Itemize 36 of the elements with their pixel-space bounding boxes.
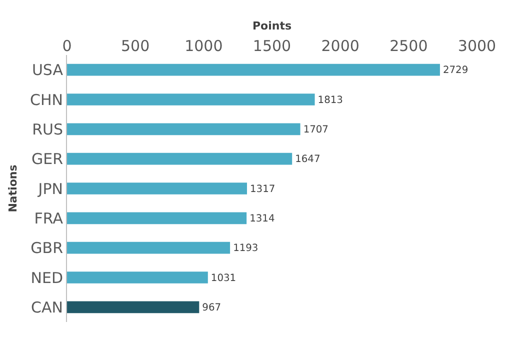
x-tick-label: 1500 — [252, 37, 292, 55]
x-tick-label: 3000 — [458, 37, 496, 55]
data-label: 1647 — [295, 154, 320, 166]
data-label: 1813 — [318, 94, 343, 106]
bar — [67, 152, 292, 165]
x-tick-label: 0 — [62, 37, 72, 55]
x-tick-label: 2500 — [390, 37, 428, 55]
y-tick-label: NED — [30, 268, 63, 287]
x-tick-label: 2000 — [321, 37, 360, 55]
data-label: 1707 — [303, 124, 328, 136]
data-label: 967 — [202, 302, 222, 314]
y-axis-title: Nations — [6, 164, 20, 212]
data-label: 1314 — [250, 213, 275, 224]
x-axis-title: Points — [252, 20, 292, 33]
bar — [67, 212, 247, 224]
bar — [67, 64, 440, 76]
data-label: 1193 — [233, 243, 258, 254]
y-tick-label: RUS — [32, 120, 63, 138]
bar — [67, 272, 208, 284]
bar — [67, 242, 230, 254]
data-label: 1317 — [250, 184, 276, 195]
y-tick-label: USA — [32, 61, 64, 80]
bar — [67, 182, 247, 194]
y-tick-label: CHN — [30, 90, 63, 109]
y-tick-label: JPN — [37, 180, 63, 198]
y-tick-label: GBR — [30, 239, 63, 258]
y-tick-label: GER — [31, 150, 63, 168]
bar — [67, 94, 315, 106]
bar — [67, 301, 200, 314]
y-tick-label: CAN — [31, 298, 63, 316]
y-tick-label: FRA — [34, 209, 64, 228]
x-tick-label: 500 — [121, 37, 150, 55]
data-label: 2729 — [442, 65, 468, 76]
bar — [67, 123, 300, 136]
x-tick-label: 1000 — [184, 37, 223, 55]
data-label: 1031 — [210, 272, 236, 284]
